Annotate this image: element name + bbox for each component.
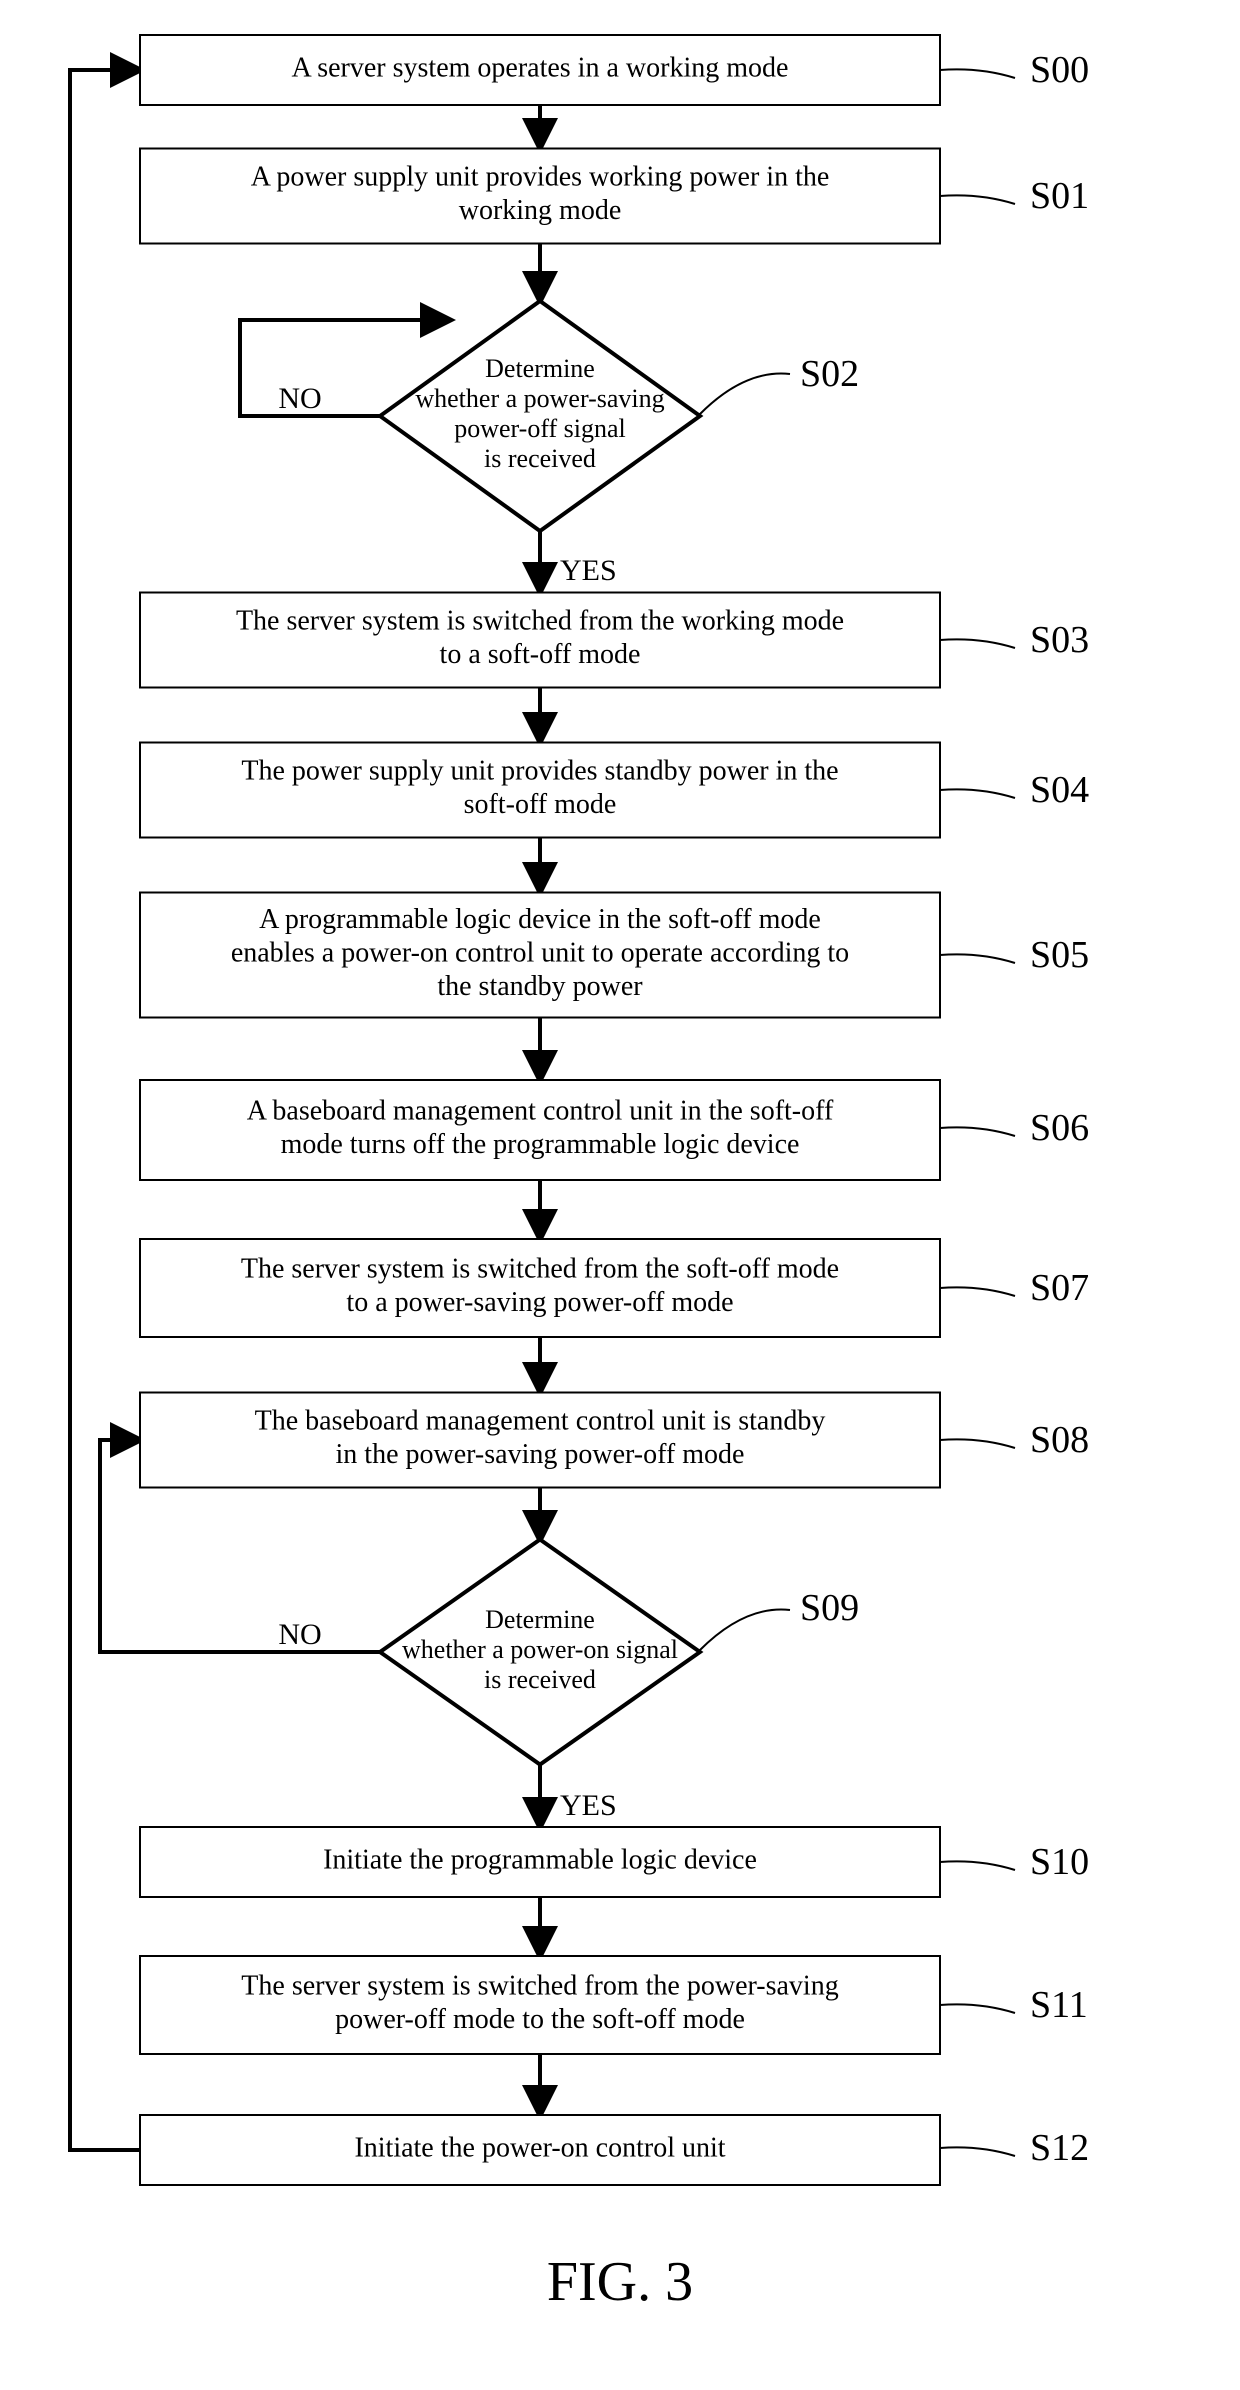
node-text: enables a power-on control unit to opera… [231,937,849,968]
edge-label: NO [278,382,321,415]
step-label-s08: S08 [1030,1419,1089,1461]
node-text: The server system is switched from the p… [241,1971,838,2002]
node-text: is received [484,444,596,473]
edge-label: YES [560,554,617,587]
node-text: mode turns off the programmable logic de… [281,1129,800,1160]
node-text: power-off mode to the soft-off mode [335,2004,745,2035]
process-node-s04: The power supply unit provides standby p… [140,743,940,838]
figure-caption: FIG. 3 [547,2251,693,2313]
step-label-s04: S04 [1030,769,1089,811]
node-text: to a power-saving power-off mode [346,1287,733,1318]
step-label-s07: S07 [1030,1267,1089,1309]
leader-line-s11 [940,2004,1015,2013]
node-text: whether a power-on signal [402,1635,678,1664]
node-text: whether a power-saving [415,384,664,413]
node-text: A programmable logic device in the soft-… [259,904,821,935]
leader-line-s00 [940,69,1015,78]
edge-label: NO [278,1618,321,1651]
step-label-s02: S02 [800,353,859,395]
leader-line-s06 [940,1127,1015,1136]
node-text: soft-off mode [464,789,617,820]
step-label-s05: S05 [1030,934,1089,976]
step-label-s12: S12 [1030,2127,1089,2169]
leader-line-s02 [700,374,790,415]
process-node-s11: The server system is switched from the p… [140,1956,940,2054]
leader-line-s03 [940,639,1015,648]
node-text: A server system operates in a working mo… [292,52,789,83]
node-text: in the power-saving power-off mode [336,1439,745,1470]
leader-line-s07 [940,1287,1015,1296]
step-label-s10: S10 [1030,1841,1089,1883]
node-text: the standby power [437,971,643,1002]
step-label-s03: S03 [1030,619,1089,661]
step-label-s11: S11 [1030,1984,1088,2026]
step-label-s09: S09 [800,1587,859,1629]
step-label-s06: S06 [1030,1107,1089,1149]
process-node-s10: Initiate the programmable logic device [140,1827,940,1897]
node-text: power-off signal [454,414,626,443]
flowchart: YES NO YES NO A server system operates in a… [0,0,1240,2390]
leader-line-s01 [940,195,1015,204]
node-text: to a soft-off mode [440,639,641,670]
node-text: is received [484,1665,596,1694]
process-node-s03: The server system is switched from the w… [140,593,940,688]
node-text: A power supply unit provides working pow… [251,162,830,193]
decision-node-s02: Determinewhether a power-savingpower-off… [380,301,700,531]
step-label-s01: S01 [1030,175,1089,217]
leader-line-s09 [700,1610,790,1651]
node-text: A baseboard management control unit in t… [247,1096,834,1127]
node-text: Initiate the programmable logic device [323,1844,757,1875]
node-text: Determine [485,1605,595,1634]
leader-line-s05 [940,954,1015,963]
node-text: The server system is switched from the w… [236,606,844,637]
leader-line-s08 [940,1439,1015,1448]
node-text: The power supply unit provides standby p… [241,756,838,787]
node-text: working mode [459,195,622,226]
process-node-s07: The server system is switched from the s… [140,1239,940,1337]
decision-node-s09: Determinewhether a power-on signalis rec… [380,1540,700,1765]
process-node-s05: A programmable logic device in the soft-… [140,893,940,1018]
process-node-s01: A power supply unit provides working pow… [140,149,940,244]
process-node-s00: A server system operates in a working mo… [140,35,940,105]
leader-line-s04 [940,789,1015,798]
node-text: Determine [485,354,595,383]
node-text: The server system is switched from the s… [241,1254,839,1285]
edge-e_s12_s00 [70,70,140,2150]
node-text: Initiate the power-on control unit [354,2132,725,2163]
process-node-s12: Initiate the power-on control unit [140,2115,940,2185]
node-text: The baseboard management control unit is… [255,1406,826,1437]
step-label-s00: S00 [1030,49,1089,91]
edge-label: YES [560,1789,617,1822]
leader-line-s12 [940,2147,1015,2156]
process-node-s06: A baseboard management control unit in t… [140,1080,940,1180]
leader-line-s10 [940,1861,1015,1870]
process-node-s08: The baseboard management control unit is… [140,1393,940,1488]
